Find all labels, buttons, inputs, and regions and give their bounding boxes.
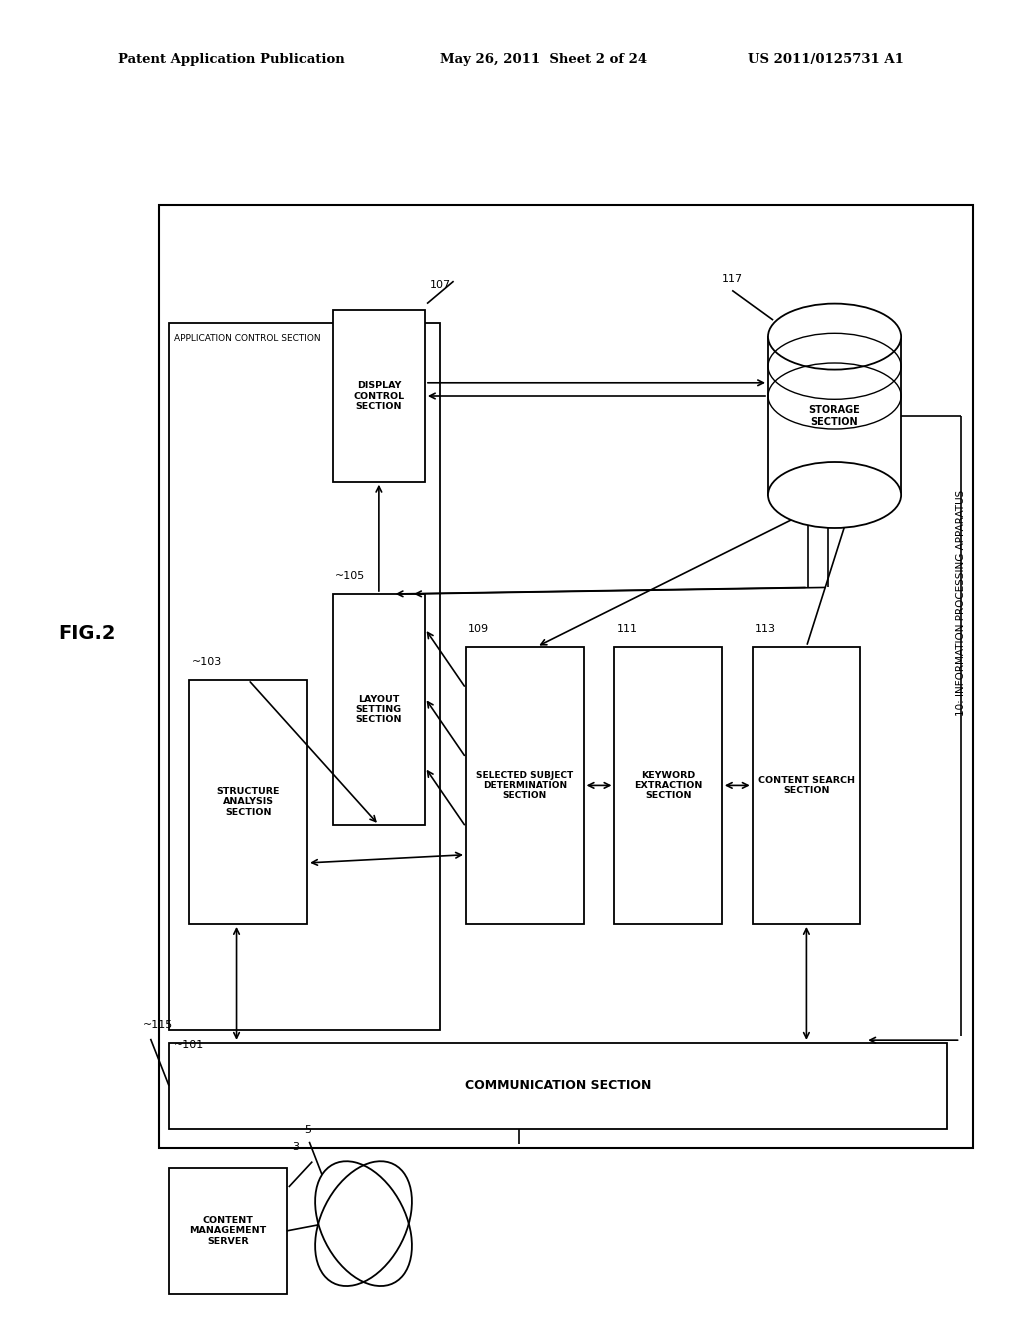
Bar [169,1168,287,1294]
Text: 111: 111 [616,623,638,634]
Bar [169,323,440,1030]
Bar [169,1043,947,1129]
Bar [333,310,425,482]
Text: US 2011/0125731 A1: US 2011/0125731 A1 [748,53,903,66]
Ellipse shape [315,1162,412,1286]
Text: DISPLAY
CONTROL
SECTION: DISPLAY CONTROL SECTION [353,381,404,411]
Ellipse shape [768,304,901,370]
Text: 5: 5 [304,1125,311,1135]
Text: STRUCTURE
ANALYSIS
SECTION: STRUCTURE ANALYSIS SECTION [216,787,281,817]
Text: APPLICATION CONTROL SECTION: APPLICATION CONTROL SECTION [174,334,321,343]
Text: ~103: ~103 [191,656,222,667]
Text: 3: 3 [292,1142,299,1152]
Text: CONTENT SEARCH
SECTION: CONTENT SEARCH SECTION [758,776,855,795]
Text: FIG.2: FIG.2 [58,624,116,643]
Text: ~105: ~105 [335,570,366,581]
Text: 113: 113 [755,623,776,634]
Text: KEYWORD
EXTRACTION
SECTION: KEYWORD EXTRACTION SECTION [634,771,702,800]
Text: ~115: ~115 [143,1019,174,1030]
Text: ~101: ~101 [174,1040,205,1051]
Text: 10: INFORMATION PROCESSING APPARATUS: 10: INFORMATION PROCESSING APPARATUS [955,490,966,715]
Bar [614,647,722,924]
Text: COMMUNICATION SECTION: COMMUNICATION SECTION [465,1080,651,1092]
Ellipse shape [768,462,901,528]
Bar [768,337,901,495]
Text: Patent Application Publication: Patent Application Publication [118,53,344,66]
Bar [753,647,860,924]
Text: 117: 117 [722,273,743,284]
Text: CONTENT
MANAGEMENT
SERVER: CONTENT MANAGEMENT SERVER [189,1216,266,1246]
Bar [333,594,425,825]
Text: LAYOUT
SETTING
SECTION: LAYOUT SETTING SECTION [355,694,402,725]
Text: May 26, 2011  Sheet 2 of 24: May 26, 2011 Sheet 2 of 24 [440,53,647,66]
Bar [159,205,973,1148]
Bar [466,647,584,924]
Bar [189,680,307,924]
Text: 107: 107 [430,280,452,290]
Text: 109: 109 [468,623,489,634]
Text: STORAGE
SECTION: STORAGE SECTION [809,405,860,426]
Text: SELECTED SUBJECT
DETERMINATION
SECTION: SELECTED SUBJECT DETERMINATION SECTION [476,771,573,800]
